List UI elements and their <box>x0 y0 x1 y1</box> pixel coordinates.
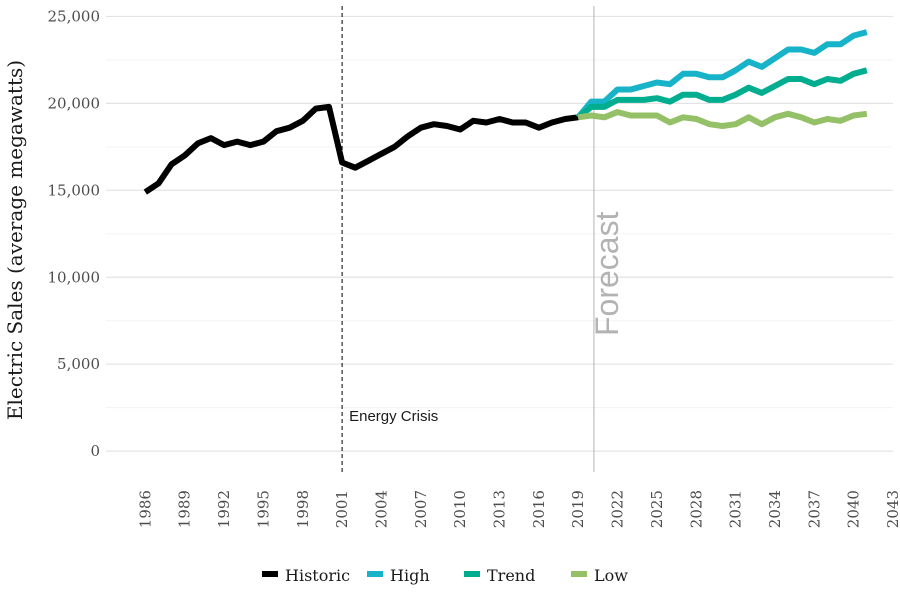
x-tick-label: 2031 <box>727 490 745 528</box>
legend-item-historic: Historic <box>262 566 350 585</box>
y-tick-label: 10,000 <box>48 268 101 286</box>
x-tick-label: 2040 <box>845 490 863 528</box>
legend-swatch <box>464 571 480 577</box>
x-axis-ticks: 1986 1989 1992 1995 1998 2001 2004 2007 2010 2013… <box>136 490 900 528</box>
legend-swatch <box>262 571 278 577</box>
series-line-low <box>577 109 868 129</box>
legend-label: High <box>390 566 430 585</box>
series-line-high <box>575 29 868 120</box>
energy-crisis-label: Energy Crisis <box>349 408 438 425</box>
y-tick-label: 25,000 <box>48 7 101 25</box>
x-tick-label: 2028 <box>687 490 705 528</box>
x-tick-label: 2019 <box>569 490 587 528</box>
x-tick-label: 1995 <box>254 490 272 528</box>
legend-item-trend: Trend <box>464 566 535 585</box>
y-tick-label: 15,000 <box>48 181 101 199</box>
grid <box>106 15 893 452</box>
x-tick-label: 2016 <box>530 490 548 528</box>
x-tick-label: 1992 <box>215 490 233 528</box>
legend-swatch <box>367 571 383 577</box>
legend-item-high: High <box>367 566 430 585</box>
y-axis-label: Electric Sales (average megawatts) <box>3 60 27 420</box>
x-tick-label: 2013 <box>491 490 509 528</box>
series-line-trend <box>576 67 868 120</box>
x-tick-label: 2004 <box>372 490 390 528</box>
series-line-historic <box>143 103 579 195</box>
x-tick-label: 2025 <box>648 490 666 528</box>
y-tick-label: 20,000 <box>48 94 101 112</box>
legend-item-low: Low <box>571 566 628 585</box>
legend-label: Low <box>594 566 628 585</box>
x-tick-label: 2007 <box>412 490 430 528</box>
x-tick-label: 1986 <box>136 490 154 528</box>
y-tick-label: 5,000 <box>57 355 100 373</box>
legend-swatch <box>571 571 587 577</box>
forecast-label: Forecast <box>589 211 625 336</box>
x-tick-label: 2034 <box>766 490 784 528</box>
x-tick-label: 1989 <box>176 490 194 528</box>
x-tick-label: 2037 <box>805 490 823 528</box>
x-tick-label: 2010 <box>451 490 469 528</box>
annotations: Energy Crisis Forecast <box>341 6 625 472</box>
x-tick-label: 2043 <box>884 490 900 528</box>
y-axis-ticks: 0 5,000 10,000 15,000 20,000 25,000 <box>48 7 101 460</box>
legend-label: Historic <box>285 566 350 585</box>
series-lines <box>143 29 868 195</box>
legend-label: Trend <box>487 566 535 585</box>
x-tick-label: 2022 <box>609 490 627 528</box>
legend: Historic High Trend Low <box>262 566 628 585</box>
x-tick-label: 1998 <box>294 490 312 528</box>
y-tick-label: 0 <box>90 442 100 460</box>
x-tick-label: 2001 <box>333 490 351 528</box>
